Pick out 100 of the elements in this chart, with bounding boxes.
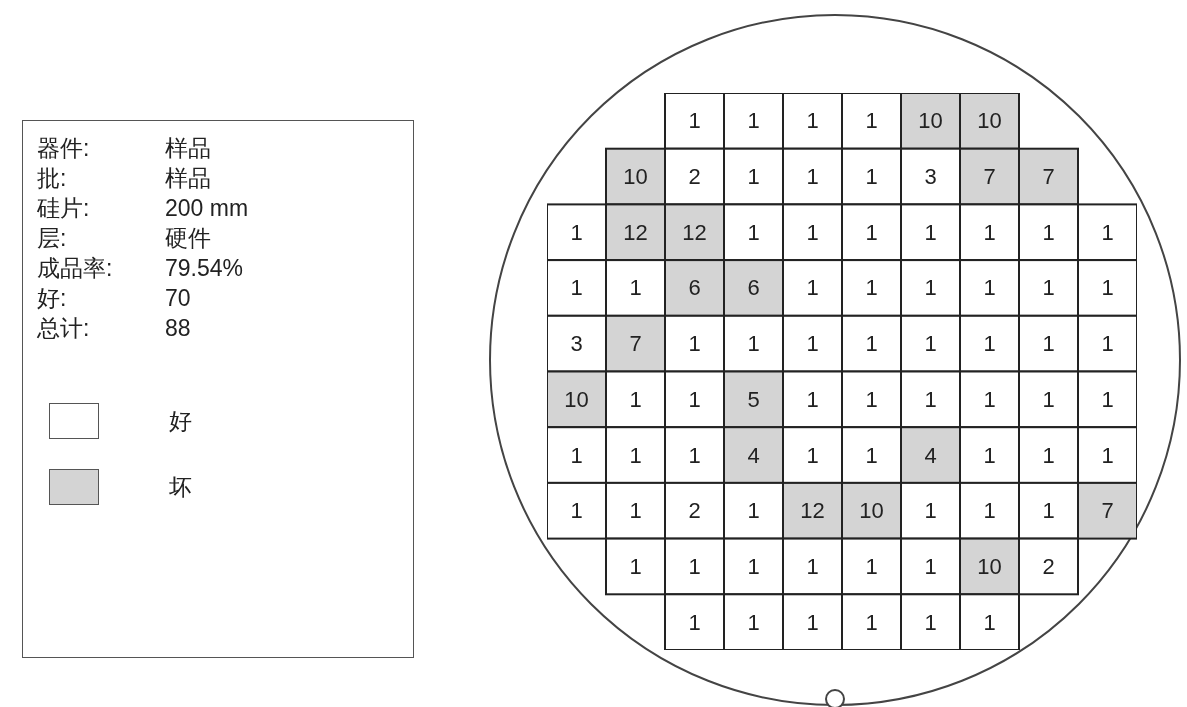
data-label: 1 <box>747 553 760 579</box>
data-label: 6 <box>688 275 701 301</box>
data-label: 1 <box>865 108 878 134</box>
data-label: 1 <box>865 331 878 357</box>
data-label: 1 <box>570 498 583 524</box>
data-label: 1 <box>747 164 760 190</box>
data-label: 2 <box>688 498 701 524</box>
data-label: 1 <box>1042 498 1055 524</box>
data-label: 1 <box>688 609 701 635</box>
text: 70 <box>165 284 192 313</box>
data-label: 1 <box>865 219 878 245</box>
text: 成品率: <box>37 254 114 283</box>
data-label: 1 <box>688 108 701 134</box>
data-label: 12 <box>682 219 707 245</box>
data-label: 1 <box>747 498 760 524</box>
data-label: 10 <box>977 553 1002 579</box>
data-label: 2 <box>688 164 701 190</box>
data-label: 1 <box>983 442 996 468</box>
text: 硬件 <box>165 224 212 253</box>
data-label: 7 <box>1042 164 1055 190</box>
data-label: 10 <box>564 386 589 412</box>
data-label: 4 <box>747 442 760 468</box>
data-label: 1 <box>983 609 996 635</box>
data-label: 1 <box>747 609 760 635</box>
data-label: 1 <box>806 219 819 245</box>
text: 层: <box>37 224 68 253</box>
data-label: 1 <box>806 331 819 357</box>
data-label: 1 <box>983 331 996 357</box>
data-label: 1 <box>865 609 878 635</box>
data-label: 1 <box>570 219 583 245</box>
data-label: 1 <box>806 275 819 301</box>
data-label: 1 <box>570 275 583 301</box>
data-label: 1 <box>983 275 996 301</box>
data-label: 1 <box>629 275 642 301</box>
data-label: 7 <box>983 164 996 190</box>
data-label: 1 <box>983 219 996 245</box>
data-label: 2 <box>1042 553 1055 579</box>
data-label: 1 <box>629 442 642 468</box>
data-label: 1 <box>865 442 878 468</box>
text: 总计: <box>37 314 91 343</box>
data-label: 1 <box>924 609 937 635</box>
text: 200 mm <box>165 194 249 223</box>
text: 88 <box>165 314 192 343</box>
text: 批: <box>37 164 68 193</box>
data-label: 1 <box>1042 219 1055 245</box>
text: 样品 <box>165 134 212 163</box>
data-label: 1 <box>924 331 937 357</box>
data-label: 10 <box>918 108 943 134</box>
data-label: 1 <box>629 498 642 524</box>
data-label: 1 <box>688 442 701 468</box>
data-label: 1 <box>924 219 937 245</box>
data-label: 10 <box>859 498 884 524</box>
data-label: 12 <box>800 498 825 524</box>
data-label: 1 <box>629 553 642 579</box>
data-label: 1 <box>806 442 819 468</box>
text: 样品 <box>165 164 212 193</box>
data-label: 1 <box>865 275 878 301</box>
data-label: 5 <box>747 386 760 412</box>
text: 坏 <box>169 472 192 502</box>
data-label: 1 <box>924 553 937 579</box>
data-label: 1 <box>688 331 701 357</box>
data-label: 1 <box>865 553 878 579</box>
data-label: 1 <box>1101 386 1114 412</box>
data-label: 7 <box>1101 498 1114 524</box>
data-label: 1 <box>688 386 701 412</box>
data-label: 10 <box>623 164 648 190</box>
data-label: 1 <box>1101 331 1114 357</box>
data-label: 1 <box>924 275 937 301</box>
data-label: 1 <box>747 108 760 134</box>
data-label: 1 <box>1042 442 1055 468</box>
data-label: 1 <box>688 553 701 579</box>
data-label: 1 <box>570 442 583 468</box>
text: 好: <box>37 284 68 313</box>
data-label: 1 <box>806 609 819 635</box>
data-label: 3 <box>570 331 583 357</box>
text: 好 <box>169 406 192 436</box>
data-label: 1 <box>806 108 819 134</box>
data-label: 10 <box>977 108 1002 134</box>
data-label: 1 <box>806 386 819 412</box>
data-label: 1 <box>983 498 996 524</box>
data-label: 6 <box>747 275 760 301</box>
data-label: 1 <box>924 386 937 412</box>
data-label: 1 <box>1042 275 1055 301</box>
data-label: 1 <box>865 386 878 412</box>
data-label: 7 <box>629 331 642 357</box>
data-label: 1 <box>1042 331 1055 357</box>
data-label: 1 <box>806 553 819 579</box>
text: 硅片: <box>37 194 91 223</box>
data-label: 1 <box>1101 275 1114 301</box>
data-label: 1 <box>1042 386 1055 412</box>
data-label: 1 <box>1101 442 1114 468</box>
data-label: 1 <box>629 386 642 412</box>
data-label: 4 <box>924 442 937 468</box>
text: 79.54% <box>165 254 244 283</box>
data-label: 1 <box>747 331 760 357</box>
data-label: 1 <box>924 498 937 524</box>
data-label: 1 <box>983 386 996 412</box>
text: 器件: <box>37 134 91 163</box>
data-label: 1 <box>865 164 878 190</box>
data-label: 12 <box>623 219 648 245</box>
